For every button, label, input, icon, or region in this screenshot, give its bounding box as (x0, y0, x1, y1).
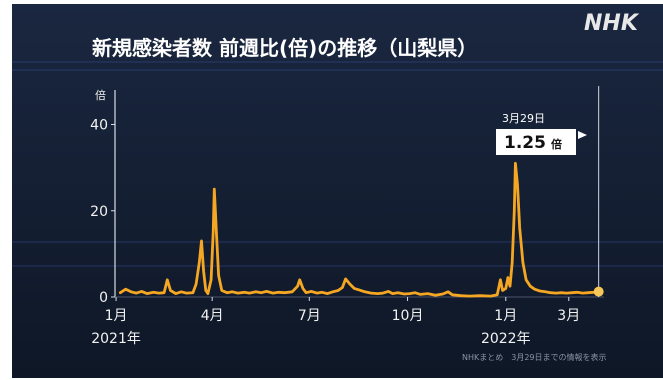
y-tick-label: 0 (99, 290, 108, 306)
nhk-logo: NHK (584, 11, 640, 36)
x-tick-label: 4月 (201, 308, 224, 324)
latest-value-annotation: 3月29日 1.25 倍 (496, 112, 587, 155)
y-axis-ticks: 0 20 40 (90, 118, 115, 306)
x-tick-year-label: 2021年 (91, 331, 141, 347)
x-tick-label: 1月 (105, 308, 128, 324)
annotation-unit-label: 倍 (551, 137, 562, 151)
line-chart: 新規感染者数 前週比(倍)の推移（山梨県） NHK 倍 0 20 40 1月 2021… (12, 4, 663, 378)
annotation-value-box (496, 129, 576, 155)
source-note: NHKまとめ 3月29日までの情報を表示 (462, 352, 607, 362)
chart-background (12, 4, 663, 378)
x-tick-label: 3月 (557, 308, 580, 324)
scan-lines (12, 61, 663, 267)
annotation-pointer-icon (578, 131, 587, 139)
annotation-value-label: 1.25 (504, 133, 546, 153)
x-tick-label: 7月 (298, 308, 321, 324)
tv-screen: 新規感染者数 前週比(倍)の推移（山梨県） NHK 倍 0 20 40 1月 2021… (12, 4, 663, 378)
x-tick-label: 10月 (392, 308, 424, 324)
y-axis-unit-label: 倍 (95, 88, 106, 102)
latest-value-marker (593, 286, 604, 297)
y-tick-label: 40 (90, 118, 108, 134)
annotation-date-label: 3月29日 (502, 112, 545, 125)
y-tick-label: 20 (90, 204, 108, 220)
chart-title: 新規感染者数 前週比(倍)の推移（山梨県） (92, 36, 477, 60)
x-axis-ticks: 1月 2021年 4月 7月 10月 1月 2022年 3月 (91, 297, 580, 347)
x-tick-label: 1月 (494, 308, 517, 324)
x-tick-year-label: 2022年 (481, 331, 531, 347)
series-line (118, 161, 601, 298)
